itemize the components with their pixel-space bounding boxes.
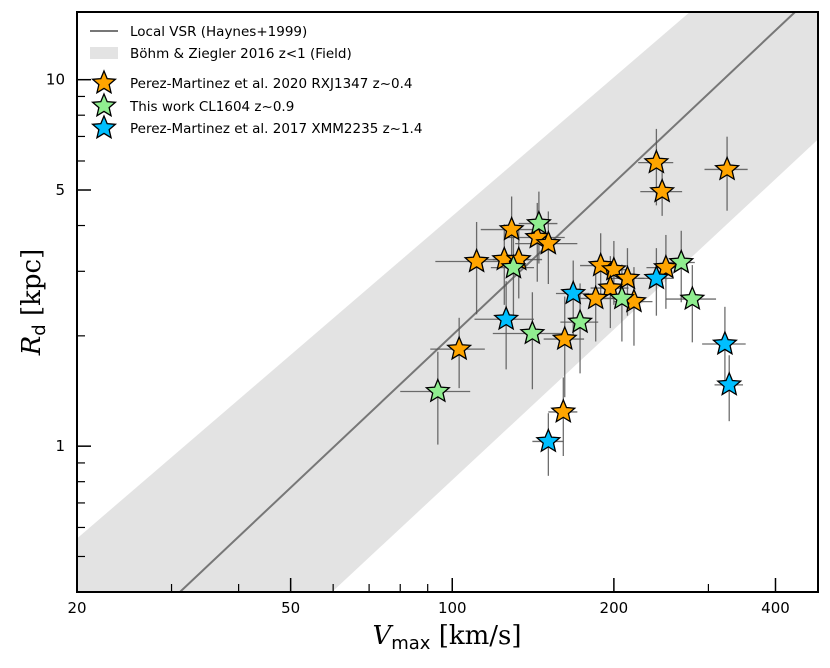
star-point-series-1: [608, 284, 635, 310]
y-axis-label: Rd [kpc]: [17, 249, 50, 357]
star-point-series-1: [668, 248, 695, 274]
star-point-series-2: [643, 264, 670, 290]
star-point-series-0: [597, 274, 624, 300]
star-point-series-0: [535, 229, 562, 255]
star-point-series-0: [614, 264, 641, 290]
legend-star-2: [90, 114, 118, 140]
star-point-series-0: [550, 398, 577, 423]
y-tick-label: 5: [55, 181, 65, 199]
y-tick-label: 1: [55, 437, 65, 455]
legend-label-vsr: Local VSR (Haynes+1999): [130, 24, 307, 40]
legend-label-orange: Perez-Martinez et al. 2020 RXJ1347 z~0.4: [130, 76, 413, 92]
plot-area: [77, 12, 818, 592]
star-point-series-2: [535, 427, 562, 453]
legend-star-1: [90, 92, 118, 118]
star-point-series-1: [519, 319, 546, 345]
legend-label-blue: Perez-Martinez et al. 2017 XMM2235 z~1.4: [130, 121, 422, 137]
star-point-series-1: [424, 377, 451, 403]
star-point-series-2: [716, 371, 743, 396]
x-tick-label: 100: [438, 599, 467, 617]
plot-frame: [76, 11, 819, 593]
legend: Local VSR (Haynes+1999) Böhm & Ziegler 2…: [90, 24, 422, 140]
star-point-series-0: [649, 177, 676, 203]
bohm-ziegler-band: [77, 12, 818, 592]
x-tick-label: 50: [281, 599, 300, 617]
star-point-series-0: [498, 215, 525, 241]
star-point-series-0: [582, 284, 609, 310]
star-point-series-1: [679, 285, 706, 311]
legend-label-band: Böhm & Ziegler 2016 z<1 (Field): [130, 46, 352, 62]
star-point-series-0: [551, 325, 578, 351]
star-point-series-2: [711, 330, 738, 356]
star-point-series-0: [714, 155, 741, 181]
x-axis-label: Vmax [km/s]: [372, 621, 521, 654]
star-point-series-0: [463, 247, 490, 273]
star-point-series-2: [493, 305, 520, 331]
star-point-series-1: [567, 308, 594, 334]
legend-star-markers: [90, 69, 118, 140]
x-tick-label: 200: [600, 599, 629, 617]
y-tick-label: 10: [46, 71, 65, 89]
data-points: [424, 148, 743, 453]
x-tick-label: 20: [67, 599, 86, 617]
star-point-series-1: [500, 253, 527, 279]
legend-band-swatch: [90, 47, 118, 59]
legend-label-green: This work CL1604 z~0.9: [129, 99, 294, 115]
star-point-series-2: [560, 279, 587, 305]
x-tick-label: 400: [761, 599, 790, 617]
star-point-series-0: [643, 148, 670, 174]
star-point-series-1: [525, 209, 552, 235]
local-vsr-line: [179, 12, 796, 592]
legend-star-0: [90, 69, 118, 95]
star-point-series-0: [446, 335, 473, 361]
axis-ticks: 20 50 100 200 400 1 5 10: [46, 71, 790, 617]
